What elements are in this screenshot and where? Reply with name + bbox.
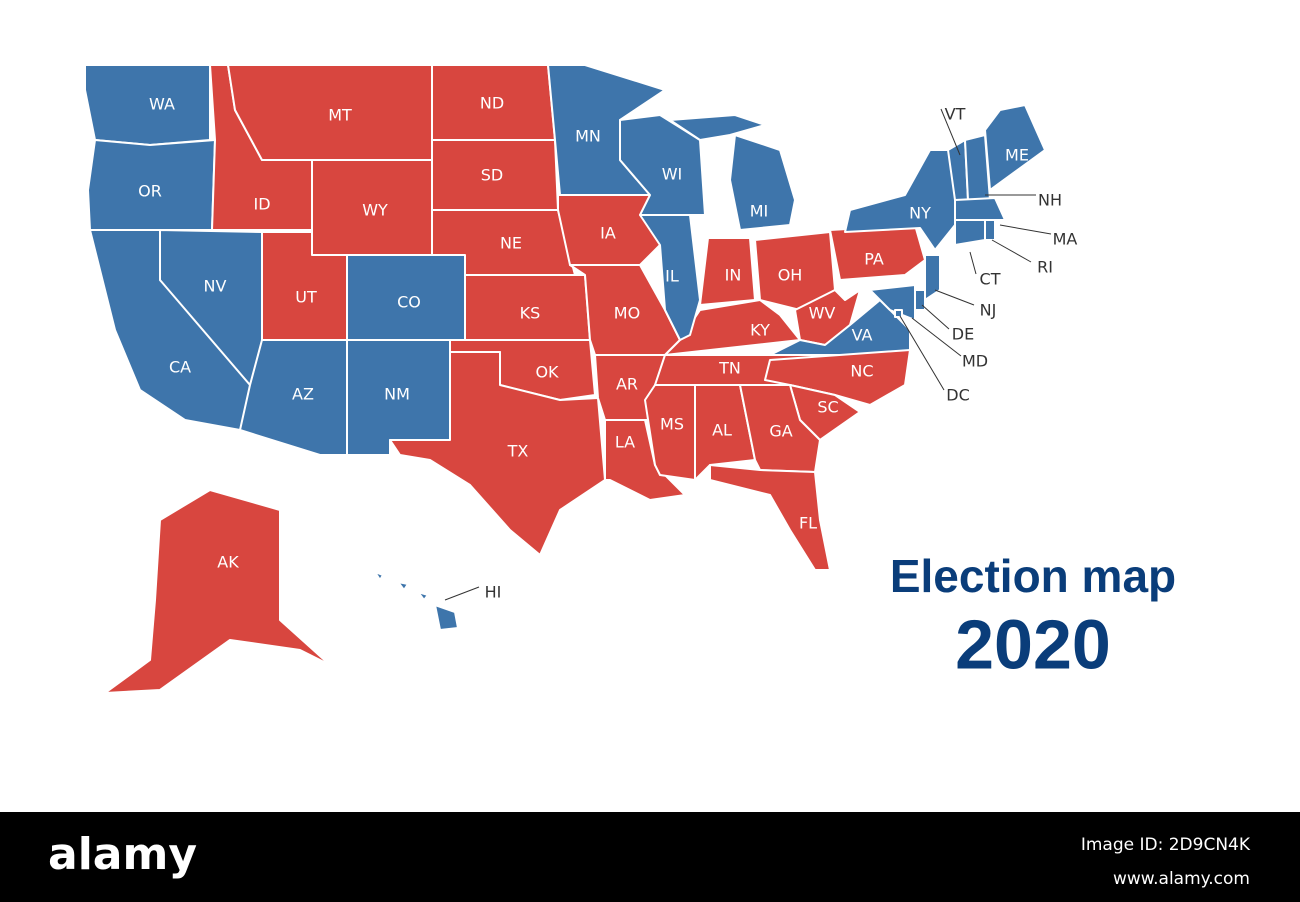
state-label: MO [614,304,640,323]
leader-line [899,315,945,391]
state [669,114,796,231]
state-label: OR [138,182,162,201]
state-label: DC [946,386,970,405]
state-label: KY [750,321,770,340]
state-label: WA [149,95,175,114]
state-label: NE [500,234,522,253]
state-label: MN [575,127,601,146]
leader-line [921,304,950,330]
state-label: UT [295,288,317,307]
state-label: VT [945,105,966,124]
state-label: WV [809,304,836,323]
us-map: WA OR CA NV ID MT WY UT CO AZ NM ND SD NE KS OK TX MN IA MO… [84,64,1078,694]
state-label: NJ [980,301,997,320]
state [374,571,459,631]
state [639,214,701,341]
state-label: AR [616,375,638,394]
state-label: NC [850,362,873,381]
state-label: CT [980,270,1001,289]
state [764,349,911,406]
leader-line [991,239,1032,263]
state [104,489,331,694]
state-label: NH [1038,191,1062,210]
state-label: NM [384,385,410,404]
state-label: PA [864,250,884,269]
state-label: AK [217,553,239,572]
state-label: FL [799,514,817,533]
subtitle: 2020 [955,605,1111,683]
state [954,197,1006,221]
state-label: MS [660,415,684,434]
state [984,104,1046,191]
state-label: IL [665,267,679,286]
state [739,384,821,473]
footer-logo: alamy [48,829,197,880]
image-id: Image ID: 2D9CN4K [1081,835,1251,855]
state [894,309,903,318]
state-label: ME [1005,146,1029,165]
leader-line [969,251,977,275]
state [619,114,706,216]
state-label: TX [507,442,529,461]
leader-line [934,289,975,306]
state [84,64,211,146]
state-label: DE [952,325,974,344]
title: Election map [890,550,1176,602]
state-label: MA [1053,230,1078,249]
state-label: AZ [292,385,314,404]
leader-line [999,224,1052,235]
state-label: IN [725,266,742,285]
state [699,237,756,306]
state [604,419,686,501]
state [924,254,941,301]
state-label: ND [480,94,504,113]
state [954,219,986,246]
leader-line [444,586,480,601]
state-label: WY [362,201,388,220]
state-label: SC [817,398,838,417]
state-label: GA [769,422,792,441]
state-label: ID [253,195,270,214]
state [984,219,996,241]
state-label: OK [535,363,559,382]
state-label: LA [615,433,635,452]
state-label: OH [778,266,803,285]
state-label: MT [328,106,352,125]
state-label: VA [852,326,873,345]
state-label: MD [962,352,988,371]
state [709,464,831,571]
state-label: NV [204,277,227,296]
state-label: SD [481,166,503,185]
state-label: MI [750,202,769,221]
state-label: NY [909,204,931,223]
state-label: KS [520,304,541,323]
state-label: TN [718,359,741,378]
state-label: CO [397,293,421,312]
footer-bar [0,812,1300,902]
state-label: HI [485,583,502,602]
state-label: IA [600,224,616,243]
state-label: AL [712,421,732,440]
leader-line [911,317,962,357]
state [664,299,801,356]
leader-line [940,108,961,156]
state-label: WI [662,165,683,184]
state-label: CA [169,358,191,377]
footer-url: www.alamy.com [1113,869,1250,889]
state-label: RI [1037,258,1053,277]
